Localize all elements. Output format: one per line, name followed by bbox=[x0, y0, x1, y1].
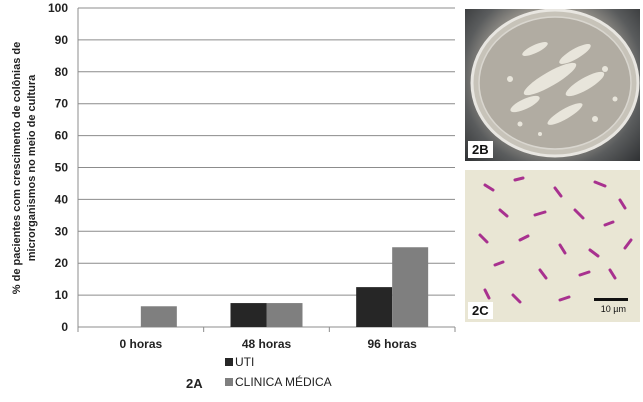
scale-bar-label: 10 µm bbox=[600, 304, 626, 314]
petri-dish-illustration bbox=[470, 9, 640, 158]
y-tick-label: 50 bbox=[55, 161, 69, 175]
bar-uti-2 bbox=[356, 287, 393, 327]
y-tick-label: 70 bbox=[55, 97, 69, 111]
y-axis-label-line2: microrganismos no meio de cultura bbox=[26, 74, 38, 261]
x-category-label: 0 horas bbox=[119, 337, 162, 351]
grid-lines bbox=[78, 7, 455, 328]
y-tick-label: 10 bbox=[55, 288, 69, 302]
bar-uti-1 bbox=[230, 303, 267, 327]
x-category-label: 48 horas bbox=[242, 337, 292, 351]
bacteria-illustration bbox=[478, 176, 633, 304]
micrograph-photo: 10 µm 2C bbox=[465, 170, 640, 322]
y-tick-label: 100 bbox=[48, 1, 68, 15]
figure-label-2a: 2A bbox=[186, 376, 203, 391]
y-tick-label: 30 bbox=[55, 224, 69, 238]
legend-label: CLINICA MÉDICA bbox=[235, 374, 332, 389]
y-tick-label: 0 bbox=[61, 320, 68, 334]
bar-clinica-m-dica-0 bbox=[140, 306, 177, 327]
legend: UTI CLINICA MÉDICA bbox=[225, 355, 332, 389]
y-tick-label: 60 bbox=[55, 129, 69, 143]
scale-bar bbox=[594, 298, 628, 301]
x-category-labels: 0 horas 48 horas 96 horas bbox=[119, 337, 417, 351]
y-tick-label: 20 bbox=[55, 256, 69, 270]
y-tick-labels: 0 10 20 30 40 50 60 70 80 90 100 bbox=[48, 1, 68, 334]
figure-label-2b: 2B bbox=[468, 141, 493, 158]
y-tick-label: 80 bbox=[55, 65, 69, 79]
bar-clinica-m-dica-2 bbox=[392, 247, 429, 327]
bars bbox=[140, 247, 429, 327]
petri-dish-photo: 2B bbox=[465, 9, 640, 161]
y-axis-label-line1: % de pacientes com crescimento de colôni… bbox=[11, 42, 23, 294]
figure-label-2c: 2C bbox=[468, 302, 493, 319]
y-tick-label: 90 bbox=[55, 33, 69, 47]
bar-clinica-m-dica-1 bbox=[266, 303, 303, 327]
y-tick-label: 40 bbox=[55, 192, 69, 206]
legend-label: UTI bbox=[235, 355, 254, 369]
x-category-label: 96 horas bbox=[367, 337, 417, 351]
legend-swatch bbox=[225, 378, 233, 386]
legend-swatch bbox=[225, 358, 233, 366]
